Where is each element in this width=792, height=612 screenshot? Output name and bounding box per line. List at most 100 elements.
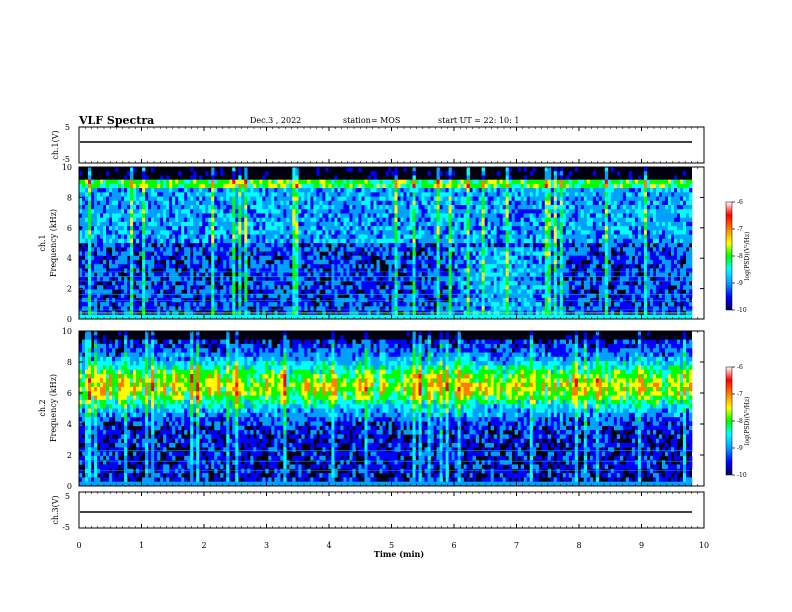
spectrogram-cell bbox=[487, 221, 491, 227]
spectrogram-cell bbox=[271, 281, 275, 286]
spectrogram-cell bbox=[436, 272, 440, 278]
spectrogram-cell bbox=[553, 200, 558, 206]
spectrogram-cell bbox=[127, 179, 131, 185]
spectrogram-cell bbox=[124, 255, 128, 261]
spectrogram-cell bbox=[406, 293, 410, 299]
spectrogram-cell bbox=[556, 179, 561, 185]
spectrogram-cell bbox=[88, 188, 92, 193]
spectrogram-cell bbox=[145, 314, 149, 320]
spectrogram-cell bbox=[124, 234, 128, 240]
spectrogram-cell bbox=[391, 255, 395, 261]
spectrogram-cell bbox=[403, 285, 407, 290]
spectrogram-cell bbox=[526, 272, 531, 278]
spectrogram-cell bbox=[385, 171, 389, 176]
spectrogram-cell bbox=[400, 221, 404, 227]
spectrogram-cell bbox=[481, 205, 485, 210]
spectrogram-cell bbox=[175, 196, 179, 202]
spectrogram-cell bbox=[157, 306, 161, 311]
spectrogram-cell bbox=[541, 213, 546, 218]
spectrogram-cell bbox=[508, 217, 512, 223]
spectrogram-cell bbox=[223, 188, 227, 193]
spectrogram-cell bbox=[142, 230, 146, 235]
spectrogram-cell bbox=[157, 179, 161, 185]
spectrogram-cell bbox=[454, 314, 458, 320]
spectrogram-cell bbox=[91, 255, 95, 261]
spectrogram-cell bbox=[136, 209, 140, 214]
spectrogram-cell bbox=[163, 183, 167, 189]
spectrogram-cell bbox=[430, 302, 434, 307]
spectrogram-cell bbox=[304, 238, 308, 244]
spectrogram-cell bbox=[349, 302, 353, 307]
spectrogram-cell bbox=[223, 314, 227, 320]
spectrogram-cell bbox=[130, 209, 134, 214]
spectrogram-cell bbox=[238, 167, 242, 172]
spectrogram-cell bbox=[484, 293, 488, 299]
spectrogram-cell bbox=[445, 234, 449, 240]
spectrogram-cell bbox=[355, 200, 359, 206]
spectrogram-cell bbox=[553, 302, 558, 307]
spectrogram-cell bbox=[268, 264, 272, 269]
spectrogram-cell bbox=[97, 243, 101, 248]
spectrogram-cell bbox=[241, 259, 245, 265]
spectrogram-cell bbox=[319, 243, 323, 248]
spectrogram-cell bbox=[505, 226, 509, 231]
spectrogram-cell bbox=[496, 179, 500, 185]
spectrogram-cell bbox=[124, 175, 128, 180]
spectrogram-cell bbox=[481, 259, 485, 265]
spectrogram-cell bbox=[88, 272, 92, 278]
spectrogram-cell bbox=[436, 196, 440, 202]
spectrogram-cell bbox=[127, 196, 131, 202]
ch1-ytick-bottom: -5 bbox=[62, 155, 70, 164]
spectrogram-cell bbox=[424, 268, 428, 273]
spectrogram-cell bbox=[538, 200, 543, 206]
spectrogram-cell bbox=[556, 297, 561, 303]
spectrogram-cell bbox=[172, 217, 176, 223]
spectrogram-cell bbox=[532, 209, 537, 214]
spectrogram-cell bbox=[79, 251, 83, 256]
spectrogram-cell bbox=[328, 293, 332, 299]
spectrogram-cell bbox=[553, 293, 558, 299]
spectrogram-cell bbox=[148, 247, 152, 252]
spectrogram-cell bbox=[298, 230, 302, 235]
spectrogram-cell bbox=[109, 213, 113, 218]
spectrogram-cell bbox=[328, 221, 332, 227]
spectrogram-cell bbox=[148, 234, 152, 240]
spectrogram-cell bbox=[292, 306, 296, 311]
spectrogram-cell bbox=[226, 314, 230, 320]
spectrogram-cell bbox=[271, 285, 275, 290]
spectrogram-cell bbox=[364, 179, 368, 185]
spectrogram-cell bbox=[211, 259, 215, 265]
spectrogram-cell bbox=[205, 221, 209, 227]
spectrogram-cell bbox=[211, 213, 215, 218]
spectrogram-cell bbox=[277, 276, 281, 282]
spectrogram-cell bbox=[559, 306, 564, 311]
spectrogram-cell bbox=[211, 171, 215, 176]
spectrogram-cell bbox=[370, 314, 374, 320]
spectrogram-cell bbox=[127, 234, 131, 240]
spectrogram-cell bbox=[94, 302, 98, 307]
spectrogram-cell bbox=[370, 293, 374, 299]
spectrogram-cell bbox=[85, 221, 89, 227]
spectrogram-cell bbox=[469, 200, 473, 206]
spectrogram-cell bbox=[79, 230, 83, 235]
spectrogram-cell bbox=[562, 226, 567, 231]
spectrogram-cell bbox=[130, 167, 134, 172]
spectrogram-cell bbox=[181, 314, 185, 320]
spectrogram-cell bbox=[364, 272, 368, 278]
spectrogram-cell bbox=[367, 272, 371, 278]
spectrogram-cell bbox=[310, 302, 314, 307]
spectrogram-cell bbox=[355, 272, 359, 278]
spectrogram-cell bbox=[244, 264, 248, 269]
spectrogram-cell bbox=[130, 205, 134, 210]
spectrogram-cell bbox=[385, 234, 389, 240]
spectrogram-cell bbox=[205, 226, 209, 231]
spectrogram-cell bbox=[133, 302, 137, 307]
spectrogram-cell bbox=[178, 171, 182, 176]
spectrogram-cell bbox=[475, 243, 479, 248]
spectrogram-cell bbox=[523, 183, 528, 189]
spectrogram-cell bbox=[457, 226, 461, 231]
spectrogram-cell bbox=[373, 179, 377, 185]
spectrogram-cell bbox=[253, 281, 257, 286]
spectrogram-cell bbox=[292, 221, 296, 227]
spectrogram-cell bbox=[445, 264, 449, 269]
